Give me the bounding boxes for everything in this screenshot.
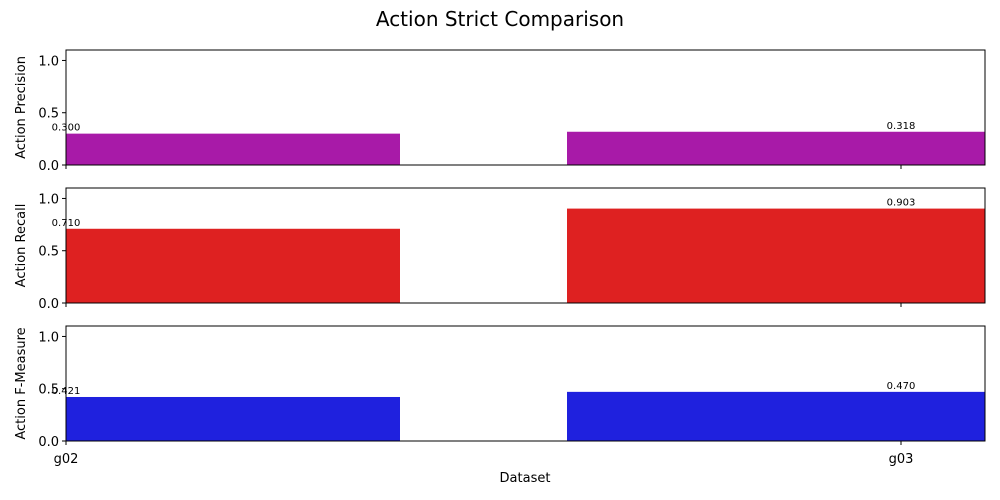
bar-g03 xyxy=(567,131,985,165)
y-axis-label: Action F-Measure xyxy=(14,327,29,439)
plot-frame xyxy=(65,49,986,166)
y-tick-label: 1.0 xyxy=(38,192,59,207)
x-tick-label-g03: g03 xyxy=(889,452,914,467)
data-label-g03: 0.318 xyxy=(887,121,916,132)
bar-g02 xyxy=(66,228,400,303)
x-tick-label-g02: g02 xyxy=(54,452,79,467)
plot-frame xyxy=(65,187,986,304)
figure-title: Action Strict Comparison xyxy=(376,7,624,31)
data-label-g03: 0.470 xyxy=(887,381,916,392)
bar-g02 xyxy=(66,133,400,165)
bar-g02 xyxy=(66,396,400,441)
y-tick-label: 0.0 xyxy=(38,435,59,450)
y-tick-label: 0.0 xyxy=(38,297,59,312)
y-axis-label: Action Recall xyxy=(14,204,29,288)
y-tick-label: 0.0 xyxy=(38,159,59,174)
data-label-g03: 0.903 xyxy=(887,198,916,209)
y-tick-label: 1.0 xyxy=(38,54,59,69)
y-tick-label: 0.5 xyxy=(38,383,59,398)
bar-g03 xyxy=(567,391,985,441)
y-axis-label: Action Precision xyxy=(14,56,29,159)
plot-frame xyxy=(65,325,986,442)
y-tick-label: 1.0 xyxy=(38,330,59,345)
x-axis-label: Dataset xyxy=(500,471,551,486)
y-tick-label: 0.5 xyxy=(38,245,59,260)
y-tick-label: 0.5 xyxy=(38,107,59,122)
bar-g03 xyxy=(567,208,985,303)
